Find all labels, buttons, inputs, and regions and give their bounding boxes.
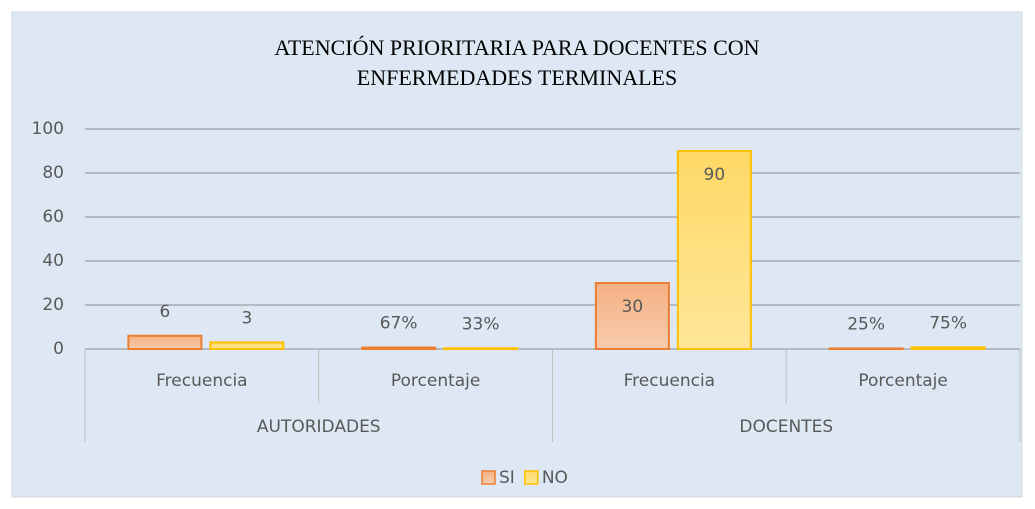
x-tick-label: Porcentaje [391,371,481,391]
data-label: 3 [241,308,252,328]
bar [594,282,670,350]
bar [443,347,519,350]
legend-label: SI [499,468,515,488]
legend-swatch [481,470,496,485]
data-label: 67% [380,314,418,334]
bar [676,150,752,350]
group-label: AUTORIDADES [257,417,381,437]
bar [910,346,986,351]
y-tick-label: 0 [53,339,64,359]
chart-title: ENFERMEDADES TERMINALES [357,65,677,90]
chart-title: ATENCIÓN PRIORITARIA PARA DOCENTES CON [274,35,759,60]
group-label: DOCENTES [739,417,833,437]
x-tick-label: Frecuencia [624,371,715,391]
y-tick-label: 80 [42,163,64,183]
chart-background [11,11,1023,498]
bar [361,346,437,351]
bar [828,347,904,351]
y-tick-label: 60 [42,207,64,227]
data-label: 90 [704,165,726,185]
x-tick-label: Frecuencia [156,371,247,391]
x-tick-label: Porcentaje [858,371,948,391]
bar [209,341,285,350]
data-label: 75% [929,313,967,333]
legend-label: NO [542,468,568,488]
bar [127,334,203,350]
y-tick-label: 20 [42,295,64,315]
y-tick-label: 40 [42,251,64,271]
data-label: 6 [159,302,170,322]
data-label: 33% [462,314,500,334]
y-tick-label: 100 [32,119,64,139]
data-label: 30 [622,297,644,317]
data-label: 25% [847,314,885,334]
legend-swatch [524,470,539,485]
